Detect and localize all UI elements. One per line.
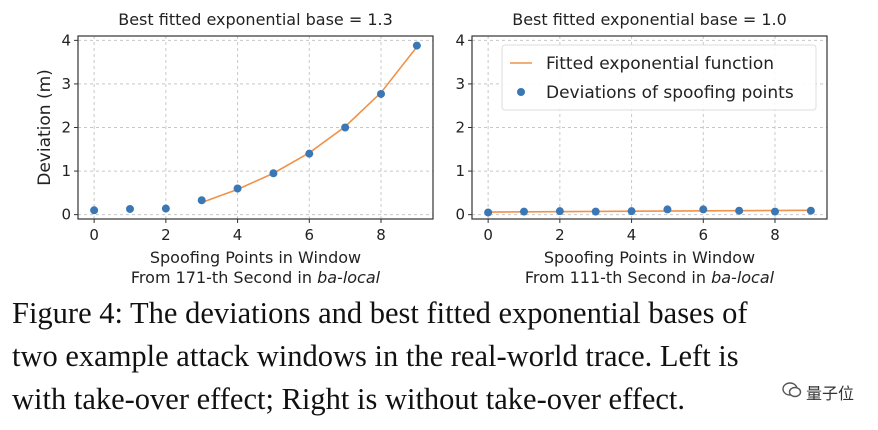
figure-caption: Figure 4: The deviations and best fitted… xyxy=(12,292,872,421)
data-point xyxy=(233,184,242,193)
fitted-line xyxy=(488,209,811,213)
x-tick-label: 8 xyxy=(376,226,386,244)
data-point xyxy=(377,89,386,98)
data-point xyxy=(699,205,708,214)
x-tick-label: 8 xyxy=(770,226,780,244)
data-point xyxy=(269,169,278,178)
legend: Fitted exponential function Deviations of… xyxy=(501,44,817,111)
y-tick-label: 1 xyxy=(455,162,465,180)
x-tick-label: 6 xyxy=(699,226,709,244)
x-axis-label-text: From 171-th Second in xyxy=(131,268,317,287)
data-point xyxy=(484,208,493,217)
watermark-text: 量子位 xyxy=(805,384,854,403)
x-axis-label-line2: From 111-th Second in ba-local xyxy=(525,268,775,287)
data-point xyxy=(197,196,206,205)
y-tick-label: 4 xyxy=(455,31,465,49)
caption-line: two example attack windows in the real-w… xyxy=(12,339,739,373)
y-tick-label: 2 xyxy=(455,119,465,137)
chart-panel: 0 2 4 6 8 0 1 2 3 4 Best fitted exponential base =… xyxy=(35,10,434,287)
x-tick-label: 0 xyxy=(483,226,493,244)
x-axis-label-italic: ba-local xyxy=(317,268,381,287)
y-axis-label: Deviation (m) xyxy=(35,69,55,186)
legend-point-swatch xyxy=(517,88,525,96)
x-axis-label: Spoofing Points in Window xyxy=(544,248,755,267)
watermark: 量子位 xyxy=(781,380,854,404)
data-point xyxy=(90,206,99,215)
caption-line: with take-over effect; Right is without … xyxy=(12,382,686,416)
x-axis-label: Spoofing Points in Window xyxy=(150,248,361,267)
figure: 0 2 4 6 8 0 1 2 3 4 Best fitted exponential base =… xyxy=(35,10,828,287)
legend-label: Deviations of spoofing points xyxy=(546,83,794,103)
data-point xyxy=(591,207,600,216)
y-tick-label: 2 xyxy=(61,119,71,137)
data-point xyxy=(412,41,421,50)
x-tick-label: 4 xyxy=(627,226,637,244)
caption-line: Figure 4: The deviations and best fitted… xyxy=(12,296,748,330)
data-point xyxy=(663,205,672,214)
x-tick-label: 6 xyxy=(305,226,315,244)
x-axis-label-text: From 111-th Second in xyxy=(525,268,711,287)
data-point xyxy=(735,206,744,215)
y-tick-label: 3 xyxy=(61,75,71,93)
chart-title: Best fitted exponential base = 1.3 xyxy=(118,10,393,29)
data-point xyxy=(771,207,780,216)
data-point xyxy=(555,207,564,216)
data-point xyxy=(305,149,314,158)
data-point xyxy=(519,207,528,216)
data-point xyxy=(806,206,815,215)
x-axis-label-italic: ba-local xyxy=(711,268,775,287)
x-tick-label: 2 xyxy=(161,226,171,244)
wechat-icon xyxy=(782,381,802,403)
y-tick-label: 0 xyxy=(455,206,465,224)
legend-box xyxy=(501,44,817,111)
x-axis-label-line2: From 171-th Second in ba-local xyxy=(131,268,381,287)
x-tick-label: 0 xyxy=(89,226,99,244)
chart-panel: 0 2 4 6 8 0 1 2 3 4 Best fitted exponential base =… xyxy=(455,10,828,287)
y-tick-label: 1 xyxy=(61,162,71,180)
x-tick-label: 4 xyxy=(233,226,243,244)
data-point xyxy=(161,204,170,213)
data-point xyxy=(627,207,636,216)
legend-label: Fitted exponential function xyxy=(546,54,774,74)
data-point xyxy=(125,204,134,213)
x-tick-label: 2 xyxy=(555,226,565,244)
axes-frame xyxy=(471,35,828,220)
chart-title: Best fitted exponential base = 1.0 xyxy=(512,10,787,29)
y-tick-label: 0 xyxy=(61,206,71,224)
axes-frame xyxy=(77,35,434,220)
data-point xyxy=(341,123,350,132)
y-tick-label: 3 xyxy=(455,75,465,93)
y-tick-label: 4 xyxy=(61,31,71,49)
fitted-line xyxy=(201,46,418,204)
